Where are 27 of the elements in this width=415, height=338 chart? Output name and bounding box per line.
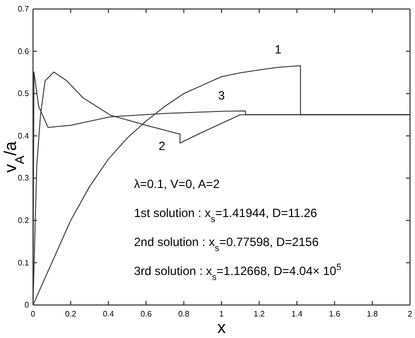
annotation: 1st solution : x$_{s}$=1.41944, D=11.26 — [134, 206, 318, 224]
x-tick-label: 0.6 — [140, 310, 152, 319]
y-tick-label: 0 — [24, 300, 30, 310]
y-tick-label: 0.1 — [18, 258, 30, 268]
y-tick-label: 0.5 — [18, 89, 30, 98]
x-tick-label: 1 — [219, 310, 224, 319]
annotation: λ=0.1, V=0, A=2 — [134, 177, 220, 191]
x-tick-label: 0 — [30, 310, 36, 319]
x-tick-label: 0.8 — [178, 310, 190, 319]
annotation: 3rd solution : x$_{s}$=1.12668, D=4.04× 10$^{5}$ — [134, 262, 342, 282]
x-tick-label: 0.4 — [102, 310, 115, 319]
y-tick-label: 0.7 — [18, 4, 30, 14]
series-label: 3 — [218, 88, 226, 102]
y-tick-label: 0.4 — [18, 131, 30, 140]
x-tick-label: 0.2 — [65, 310, 77, 319]
series-label: 2 — [158, 139, 166, 154]
x-tick-label: 2 — [408, 310, 413, 319]
x-tick-label: 1.2 — [254, 310, 266, 319]
x-tick-label: 1.4 — [291, 310, 304, 319]
annotation: 2nd solution : x$_{s}$=0.77598, D=2156 — [134, 235, 319, 253]
y-tick-label: 0.6 — [18, 46, 30, 56]
x-tick-label: 1.6 — [329, 310, 341, 319]
series-label: 1 — [274, 42, 282, 56]
x-axis-title: x — [217, 318, 226, 337]
y-tick-label: 0.2 — [18, 216, 30, 225]
x-tick-label: 1.8 — [366, 310, 378, 319]
y-tick-label: 0.3 — [18, 174, 30, 183]
